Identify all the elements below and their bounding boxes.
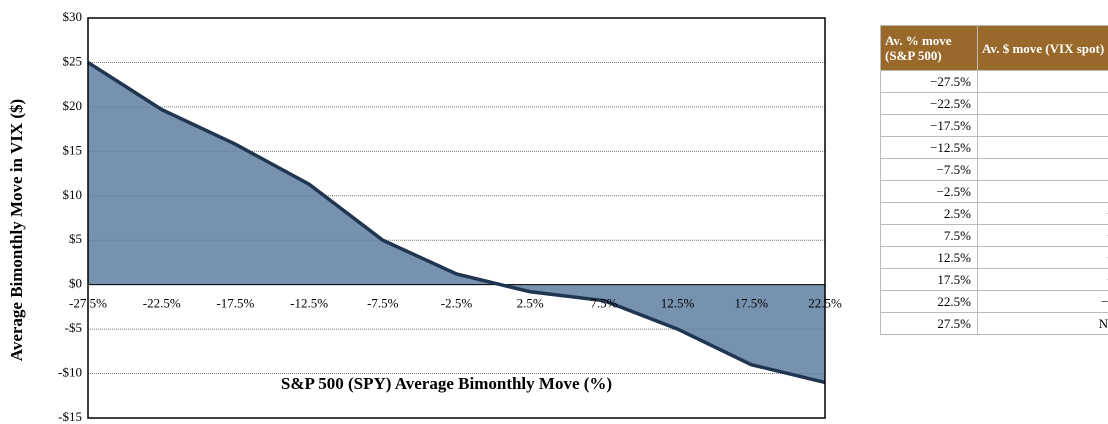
table-cell: −22.5% bbox=[880, 92, 978, 115]
table-row: 2.5%−1 bbox=[880, 202, 1108, 225]
plot-border bbox=[87, 17, 826, 419]
table-cell: −7.5% bbox=[880, 158, 978, 181]
x-tick-label: 2.5% bbox=[517, 296, 544, 311]
table-cell: −2 bbox=[977, 224, 1108, 247]
table-cell: −17.5% bbox=[880, 114, 978, 137]
table-cell: 11 bbox=[977, 136, 1108, 159]
table-row: 27.5%N/A bbox=[880, 312, 1108, 335]
table-cell: 12.5% bbox=[880, 246, 978, 269]
area bbox=[88, 62, 825, 383]
y-tick-label: $25 bbox=[63, 53, 83, 68]
table-cell: 17.5% bbox=[880, 268, 978, 291]
table-cell: 22.5% bbox=[880, 290, 978, 313]
table-cell: 1 bbox=[977, 180, 1108, 203]
x-tick-label: -22.5% bbox=[143, 296, 181, 311]
y-tick-label: $30 bbox=[63, 9, 83, 24]
x-tick-label: -12.5% bbox=[290, 296, 328, 311]
table-cell: 25 bbox=[977, 70, 1108, 93]
line bbox=[87, 60, 826, 385]
table-cell: −27.5% bbox=[880, 70, 978, 93]
table-cell: −9 bbox=[977, 268, 1108, 291]
table-row: −2.5%1 bbox=[880, 180, 1108, 203]
chart: Average Bimonthly Move in VIX ($) -$15 -$… bbox=[7, 9, 842, 424]
x-tick-label: -7.5% bbox=[367, 296, 399, 311]
table-cell: −5 bbox=[977, 246, 1108, 269]
y-tick-label: $20 bbox=[63, 98, 83, 113]
y-tick-label: $15 bbox=[63, 142, 83, 157]
table-row: 17.5%−9 bbox=[880, 268, 1108, 291]
table-cell: 27.5% bbox=[880, 312, 978, 335]
y-tick-label: $5 bbox=[69, 231, 82, 246]
table-row: −17.5%16 bbox=[880, 114, 1108, 137]
x-tick-label: -2.5% bbox=[441, 296, 473, 311]
table-row: −7.5%5 bbox=[880, 158, 1108, 181]
table-row: −22.5%20 bbox=[880, 92, 1108, 115]
table-cell: 5 bbox=[977, 158, 1108, 181]
table-row: −27.5%25 bbox=[880, 70, 1108, 93]
table-cell: 20 bbox=[977, 92, 1108, 115]
table-header: Av. $ move (VIX spot) bbox=[977, 25, 1108, 71]
y-tick-label: -$10 bbox=[58, 365, 82, 380]
x-tick-label: 12.5% bbox=[661, 296, 695, 311]
table-row: −12.5%11 bbox=[880, 136, 1108, 159]
table-row: 22.5%−11 bbox=[880, 290, 1108, 313]
table-cell: −2.5% bbox=[880, 180, 978, 203]
table-cell: −1 bbox=[977, 202, 1108, 225]
table: Av. % move (S&P 500) Av. $ move (VIX spot… bbox=[880, 25, 1108, 335]
y-tick-label: -$15 bbox=[58, 409, 82, 424]
table-cell: N/A bbox=[977, 312, 1108, 335]
table-row: 12.5%−5 bbox=[880, 246, 1108, 269]
table-cell: −11 bbox=[977, 290, 1108, 313]
x-tick-label: 7.5% bbox=[590, 296, 617, 311]
x-tick-label: 17.5% bbox=[735, 296, 769, 311]
y-tick-label: $10 bbox=[63, 187, 83, 202]
y-tick-label: $0 bbox=[69, 276, 82, 291]
y-tick-label: -$5 bbox=[65, 320, 82, 335]
table-container: Av. % move (S&P 500) Av. $ move (VIX spot… bbox=[880, 25, 1108, 335]
table-cell: −12.5% bbox=[880, 136, 978, 159]
x-tick-label: -17.5% bbox=[216, 296, 254, 311]
table-cell: 7.5% bbox=[880, 224, 978, 247]
table-row: 7.5%−2 bbox=[880, 224, 1108, 247]
y-axis-title: Average Bimonthly Move in VIX ($) bbox=[7, 99, 26, 361]
table-cell: 2.5% bbox=[880, 202, 978, 225]
x-axis-title: S&P 500 (SPY) Average Bimonthly Move (%) bbox=[281, 374, 612, 393]
table-header: Av. % move (S&P 500) bbox=[880, 25, 978, 71]
table-cell: 16 bbox=[977, 114, 1108, 137]
